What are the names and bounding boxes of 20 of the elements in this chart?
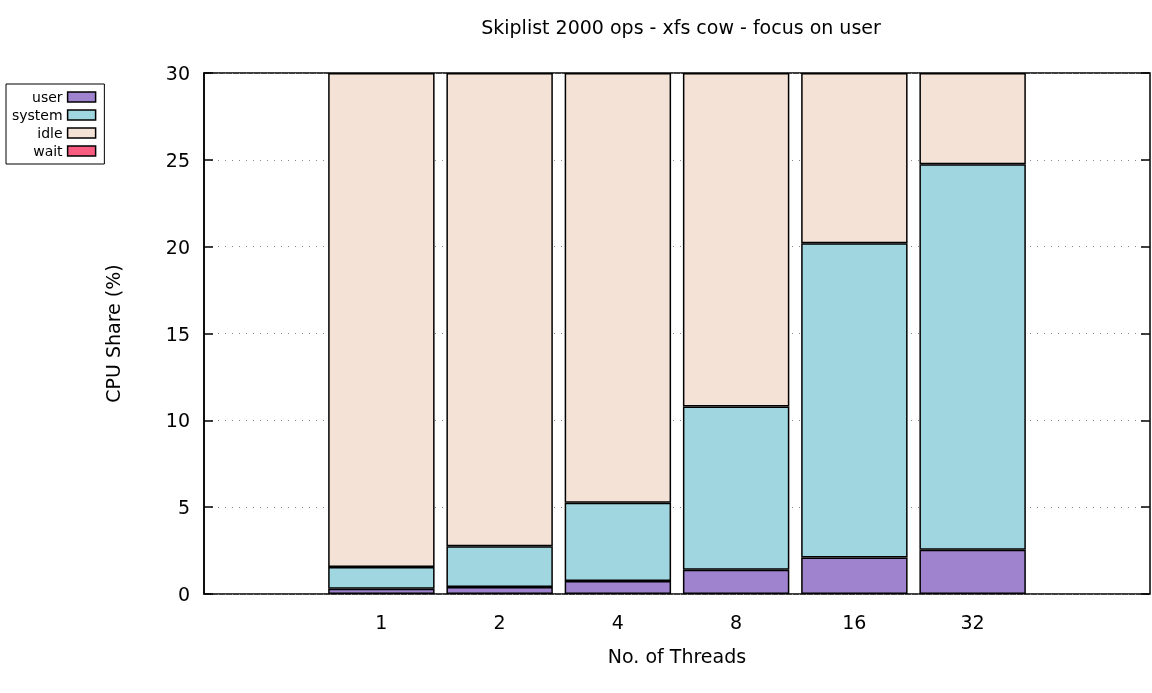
y-tick-label: 15: [165, 322, 190, 345]
legend-label: idle: [37, 125, 63, 141]
y-tick-label: 5: [177, 496, 190, 519]
x-axis-title: No. of Threads: [607, 644, 747, 667]
y-tick-label: 0: [177, 583, 190, 605]
y-tick-label: 20: [165, 235, 190, 258]
y-tick-label: 30: [165, 62, 190, 84]
x-tick-label: 32: [960, 610, 985, 633]
x-tick-label: 1: [375, 610, 388, 633]
y-tick-label: 25: [165, 148, 190, 171]
y-axis-title: CPU Share (%): [101, 264, 124, 403]
x-tick-label: 4: [611, 610, 624, 633]
y-tick-label: 10: [165, 409, 190, 432]
chart-title: Skiplist 2000 ops - xfs cow - focus on user: [481, 15, 881, 38]
legend-label: user: [32, 89, 63, 105]
x-tick-label: 16: [842, 610, 867, 633]
legend-label: wait: [33, 143, 64, 159]
x-tick-label: 8: [730, 610, 743, 633]
x-tick-label: 2: [493, 610, 506, 633]
legend-label: system: [11, 107, 63, 123]
